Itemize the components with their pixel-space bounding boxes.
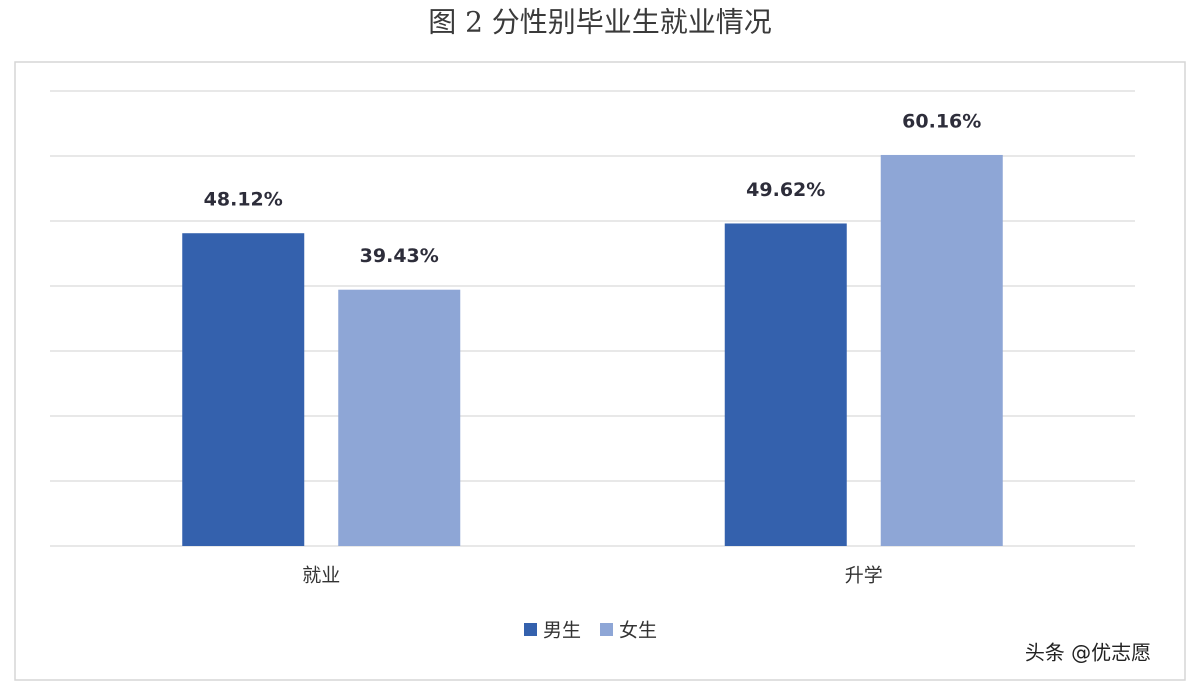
legend-swatch bbox=[524, 623, 537, 636]
x-tick-label: 就业 bbox=[302, 565, 340, 587]
chart-title: 图 2 分性别毕业生就业情况 bbox=[428, 6, 772, 39]
data-label: 48.12% bbox=[204, 189, 283, 211]
bar bbox=[880, 154, 1003, 546]
bar bbox=[182, 233, 305, 546]
bar bbox=[338, 289, 461, 546]
legend-label: 男生 bbox=[543, 620, 581, 642]
bar bbox=[724, 223, 847, 546]
data-label: 49.62% bbox=[746, 179, 825, 201]
credit: 头条 @优志愿 bbox=[1025, 641, 1151, 665]
data-label: 60.16% bbox=[902, 110, 981, 132]
data-label: 39.43% bbox=[360, 245, 439, 267]
chart-frame bbox=[14, 61, 1186, 681]
legend-swatch bbox=[600, 623, 613, 636]
legend-label: 女生 bbox=[619, 620, 657, 642]
x-tick-label: 升学 bbox=[845, 565, 883, 587]
